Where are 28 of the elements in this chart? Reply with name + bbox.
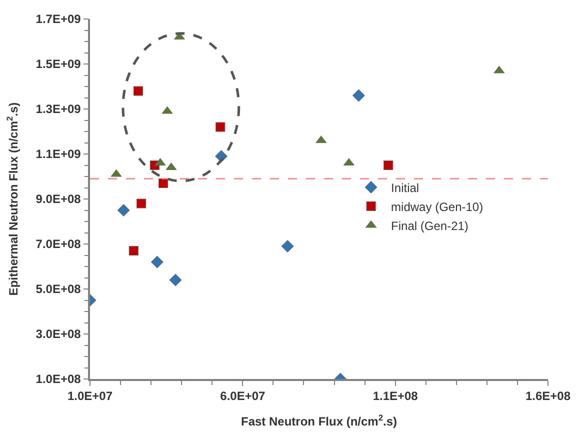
y-tick-label: 1.7E+09 (36, 12, 82, 26)
y-tick-label: 1.3E+09 (36, 102, 82, 116)
y-tick-label: 1.0E+08 (36, 372, 82, 386)
x-tick-label: 6.0E+07 (220, 389, 266, 404)
y-tick-label: 3.0E+08 (36, 327, 82, 342)
point (136, 198, 146, 208)
point (216, 122, 226, 132)
x-tick-label: 1.0E+07 (67, 389, 113, 404)
point (384, 160, 394, 170)
x-axis-title: Fast Neutron Flux (n/cm$^{2}$.s) (240, 412, 398, 429)
x-tick-label: 1.1E+08 (372, 389, 418, 404)
point (169, 274, 182, 286)
y-tick-label: 9.0E+08 (36, 192, 82, 206)
y-tick-label: 1.5E+09 (36, 57, 82, 72)
legend-label: Initial (391, 180, 420, 195)
point (133, 86, 144, 96)
point (128, 246, 138, 256)
y-tick-label: 7.0E+08 (36, 237, 82, 252)
point (117, 204, 130, 216)
point (281, 240, 294, 252)
point (151, 256, 164, 268)
y-tick-label: 1.1E+09 (36, 147, 82, 162)
legend-label: midway (Gen-10) (391, 200, 484, 214)
y-tick-label: 5.0E+08 (36, 282, 82, 296)
point (158, 178, 168, 188)
point (352, 89, 365, 102)
x-tick-label: 1.6E+08 (525, 389, 571, 404)
legend-label: Final (Gen-21) (391, 218, 468, 233)
